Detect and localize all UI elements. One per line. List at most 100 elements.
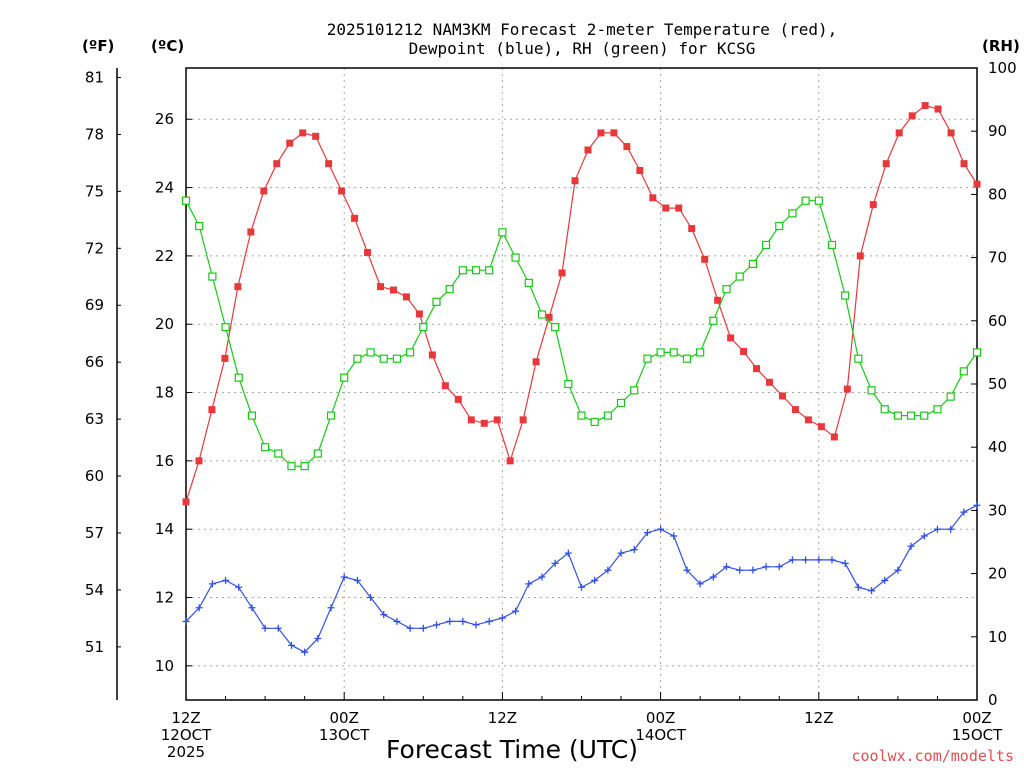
rh-tick-label: 80 <box>988 185 1007 203</box>
dewpoint-point <box>960 508 968 516</box>
series-layer <box>181 102 982 656</box>
dewpoint-point <box>406 624 414 632</box>
plot-frame <box>185 67 978 701</box>
dewpoint-point <box>248 604 256 612</box>
rh-point <box>181 196 191 205</box>
rh-point <box>340 373 349 382</box>
dewpoint-line <box>185 504 978 653</box>
rh-point <box>775 221 784 231</box>
dewpoint-point <box>393 617 401 625</box>
rh-point <box>208 272 217 281</box>
dewpoint-point <box>446 617 454 625</box>
rh-point <box>761 240 771 250</box>
time-tick-label: 13OCT <box>319 726 370 744</box>
rh-point <box>445 285 454 294</box>
rh-point <box>709 316 718 325</box>
celsius-tick-label: 18 <box>155 384 174 402</box>
rh-point <box>247 411 257 420</box>
temperature-point <box>545 313 553 321</box>
fahrenheit-ticks: 81 78 75 72 69 66 63 60 57 54 51 <box>85 68 121 656</box>
dewpoint-point <box>907 542 915 550</box>
time-tick-label: 15OCT <box>952 726 1003 744</box>
dewpoint-point <box>274 624 282 632</box>
dewpoint-point <box>709 573 717 581</box>
temperature-point <box>843 385 851 393</box>
temperature-point <box>532 358 540 366</box>
dewpoint-point <box>353 576 361 584</box>
rh-point <box>458 266 467 275</box>
rh-point <box>696 348 705 357</box>
dewpoint-point <box>208 580 216 588</box>
dewpoint-point <box>894 566 902 574</box>
rh-point <box>221 323 230 332</box>
temperature-point <box>493 416 501 424</box>
rh-line <box>185 200 978 467</box>
temperature-point <box>208 406 216 414</box>
temperature-point <box>247 228 255 236</box>
temperature-point <box>610 129 618 137</box>
temperature-point <box>299 129 307 137</box>
rh-point <box>326 411 336 420</box>
rh-point <box>616 398 626 408</box>
rh-point <box>313 449 322 458</box>
dewpoint-point <box>367 594 375 602</box>
dewpoint-point <box>472 621 480 629</box>
celsius-tick-label: 14 <box>155 520 174 538</box>
credit-link[interactable]: coolwx.com/modelts <box>851 747 1014 765</box>
temperature-point <box>221 354 229 362</box>
dewpoint-point <box>301 648 309 656</box>
rh-point <box>234 373 243 382</box>
rh-point <box>735 272 744 281</box>
dewpoint-point <box>459 617 467 625</box>
dewpoint-point <box>696 580 704 588</box>
time-tick-label: 14OCT <box>635 726 686 744</box>
temperature-point <box>286 139 294 147</box>
celsius-tick-label: 20 <box>155 315 174 333</box>
rh-point <box>485 266 494 275</box>
rh-tick-label: 0 <box>988 691 998 709</box>
temperature-point <box>973 180 981 188</box>
dewpoint-point <box>920 532 928 540</box>
celsius-tick-label: 26 <box>155 110 174 128</box>
fahrenheit-tick-label: 69 <box>85 296 104 314</box>
dewpoint-point <box>617 549 625 557</box>
temperature-point <box>260 187 268 195</box>
temperature-point <box>804 416 812 424</box>
dewpoint-point <box>802 556 810 564</box>
temperature-point <box>584 146 592 154</box>
time-tick-label: 12Z <box>488 709 517 727</box>
rh-point <box>287 462 296 471</box>
fahrenheit-unit-label: (ºF) <box>82 37 114 55</box>
temperature-point <box>830 433 838 441</box>
time-tick-label: 00Z <box>962 709 991 727</box>
temperature-point <box>454 395 462 403</box>
celsius-tick-label: 24 <box>155 179 174 197</box>
dewpoint-point <box>498 614 506 622</box>
dewpoint-point <box>657 525 665 533</box>
dewpoint-point <box>564 549 572 557</box>
rh-point <box>603 411 612 420</box>
temperature-point <box>364 248 372 256</box>
rh-point <box>471 266 481 275</box>
rh-point <box>577 411 586 420</box>
temperature-point <box>182 498 190 506</box>
temperature-point <box>415 310 423 318</box>
temperature-point <box>623 143 631 151</box>
chart-title-line1: 2025101212 NAM3KM Forecast 2-meter Tempe… <box>327 20 838 39</box>
temperature-point <box>778 392 786 400</box>
celsius-tick-label: 22 <box>155 247 174 265</box>
temperature-point <box>934 105 942 113</box>
temperature-point <box>636 166 644 174</box>
temperature-point <box>856 252 864 260</box>
rh-tick-label: 100 <box>988 59 1017 77</box>
temperature-point <box>791 406 799 414</box>
fahrenheit-tick-label: 78 <box>85 125 104 143</box>
rh-point <box>682 354 692 363</box>
rh-tick-label: 30 <box>988 501 1007 519</box>
rh-point <box>419 323 428 332</box>
rh-point <box>854 354 863 363</box>
chart-title-line2: Dewpoint (blue), RH (green) for KCSG <box>409 39 756 58</box>
dewpoint-point <box>222 576 230 584</box>
